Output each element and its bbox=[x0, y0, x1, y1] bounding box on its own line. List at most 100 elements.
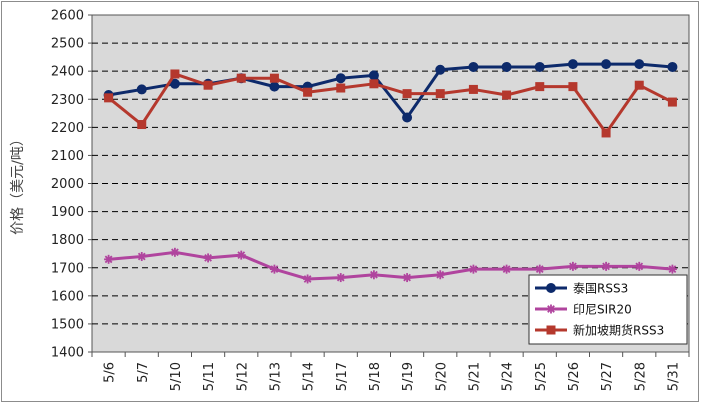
data-point bbox=[104, 93, 114, 103]
x-tick-label: 5/7 bbox=[136, 362, 151, 383]
series-2 bbox=[104, 247, 677, 284]
legend-label: 印尼SIR20 bbox=[573, 303, 632, 317]
x-tick-label: 5/31 bbox=[666, 362, 681, 391]
legend-item: 泰国RSS3 bbox=[535, 282, 628, 296]
x-tick-label: 5/11 bbox=[202, 362, 217, 391]
y-tick-label: 1400 bbox=[51, 346, 84, 361]
x-tick-label: 5/18 bbox=[368, 362, 383, 391]
x-tick-label: 5/28 bbox=[633, 362, 648, 391]
data-point bbox=[634, 261, 644, 271]
data-point bbox=[137, 252, 147, 262]
data-point bbox=[369, 270, 379, 280]
data-point bbox=[468, 264, 478, 274]
x-tick-label: 5/26 bbox=[567, 362, 582, 391]
data-point bbox=[435, 89, 445, 99]
data-point bbox=[534, 61, 545, 72]
y-tick-label: 2000 bbox=[51, 177, 84, 192]
data-point bbox=[468, 84, 478, 94]
data-point bbox=[303, 274, 313, 284]
y-tick-label: 1600 bbox=[51, 289, 84, 304]
x-tick-label: 5/12 bbox=[235, 362, 250, 391]
y-tick-label: 1700 bbox=[51, 261, 84, 276]
data-point bbox=[303, 87, 313, 97]
data-point bbox=[269, 81, 280, 92]
y-tick-label: 2400 bbox=[51, 65, 84, 80]
data-point bbox=[169, 78, 180, 89]
x-tick-label: 5/6 bbox=[103, 362, 118, 383]
data-point bbox=[203, 80, 213, 90]
data-point bbox=[269, 73, 279, 83]
legend-marker bbox=[546, 325, 556, 335]
x-tick-label: 5/27 bbox=[600, 362, 615, 391]
data-point bbox=[667, 264, 677, 274]
data-point bbox=[402, 89, 412, 99]
y-tick-label: 1500 bbox=[51, 317, 84, 332]
data-point bbox=[236, 73, 246, 83]
x-tick-label: 5/10 bbox=[169, 362, 184, 391]
x-tick-label: 5/14 bbox=[302, 362, 317, 391]
x-tick-label: 5/20 bbox=[434, 362, 449, 391]
x-tick-label: 5/24 bbox=[501, 362, 516, 391]
data-point bbox=[170, 69, 180, 79]
data-point bbox=[137, 120, 147, 130]
data-point bbox=[634, 80, 644, 90]
data-point bbox=[468, 61, 479, 72]
x-axis-ticks: 5/6 5/7 5/10 5/11 5/12 5/13 5/14 5/17 5/18 5/19 5/… bbox=[91, 352, 690, 391]
data-point bbox=[667, 61, 678, 72]
y-tick-label: 1900 bbox=[51, 205, 84, 220]
legend-item: 新加坡期货RSS3 bbox=[535, 323, 664, 338]
data-point bbox=[402, 112, 413, 123]
legend: 泰国RSS3 印尼SIR20 新加坡期货RSS3 bbox=[528, 274, 688, 345]
x-tick-label: 5/17 bbox=[335, 362, 350, 391]
series-group bbox=[103, 59, 678, 284]
data-point bbox=[336, 273, 346, 283]
x-tick-label: 5/19 bbox=[401, 362, 416, 391]
data-point bbox=[402, 273, 412, 283]
data-point bbox=[502, 90, 512, 100]
x-tick-label: 5/13 bbox=[268, 362, 283, 391]
data-point bbox=[568, 261, 578, 271]
data-point bbox=[601, 261, 611, 271]
data-point bbox=[269, 264, 279, 274]
data-point bbox=[368, 70, 379, 81]
series-line bbox=[108, 250, 673, 281]
series-line bbox=[107, 72, 674, 135]
legend-item: 印尼SIR20 bbox=[535, 303, 632, 317]
y-tick-label: 2200 bbox=[51, 121, 84, 136]
data-point bbox=[568, 82, 578, 92]
legend-marker bbox=[546, 304, 556, 314]
data-point bbox=[435, 64, 446, 75]
y-tick-label: 2600 bbox=[51, 9, 84, 24]
y-axis-ticks: 1400 1500 1600 1700 1800 1900 2000 2100 2200 2300… bbox=[51, 9, 92, 361]
series-3 bbox=[104, 69, 677, 138]
data-point bbox=[634, 59, 645, 70]
data-point bbox=[501, 61, 512, 72]
data-point bbox=[336, 83, 346, 93]
data-point bbox=[601, 128, 611, 138]
y-tick-label: 1800 bbox=[51, 233, 84, 248]
x-tick-label: 5/25 bbox=[534, 362, 549, 391]
x-tick-label: 5/21 bbox=[467, 362, 482, 391]
data-point bbox=[369, 79, 379, 89]
data-point bbox=[535, 82, 545, 92]
y-tick-label: 2100 bbox=[51, 149, 84, 164]
y-tick-label: 2500 bbox=[51, 37, 84, 52]
data-point bbox=[502, 264, 512, 274]
legend-label: 新加坡期货RSS3 bbox=[573, 323, 664, 338]
y-axis-label: 价格（美元/吨） bbox=[10, 132, 26, 235]
data-point bbox=[236, 250, 246, 260]
data-point bbox=[203, 253, 213, 263]
y-tick-label: 2300 bbox=[51, 93, 84, 108]
data-point bbox=[335, 73, 346, 84]
legend-marker bbox=[546, 283, 556, 293]
data-point bbox=[567, 59, 578, 70]
data-point bbox=[601, 59, 612, 70]
data-point bbox=[104, 254, 114, 264]
data-point bbox=[170, 247, 180, 257]
legend-label: 泰国RSS3 bbox=[573, 282, 628, 296]
data-point bbox=[667, 97, 677, 107]
data-point bbox=[535, 264, 545, 274]
data-point bbox=[435, 270, 445, 280]
data-point bbox=[136, 84, 147, 95]
